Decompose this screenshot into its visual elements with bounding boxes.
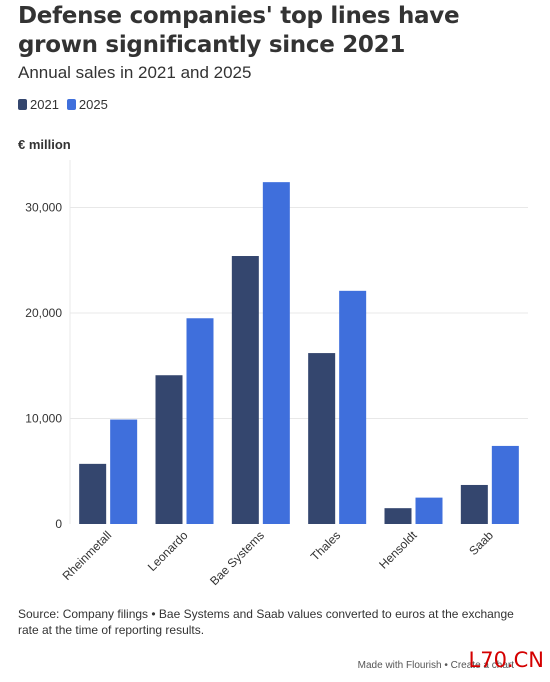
source-note: Source: Company filings • Bae Systems an… bbox=[18, 607, 514, 637]
x-tick-label: Rheinmetall bbox=[60, 528, 115, 583]
made-with-flourish-link[interactable]: Made with Flourish • Create a chart bbox=[357, 660, 514, 671]
unit-label: € million bbox=[18, 137, 71, 152]
x-tick-label: Thales bbox=[308, 528, 343, 563]
bar-leonardo-2025 bbox=[186, 318, 214, 524]
x-tick-label: Saab bbox=[466, 528, 496, 558]
y-tick-label: 10,000 bbox=[25, 411, 62, 425]
bar-bae-systems-2021 bbox=[231, 256, 259, 524]
y-tick-label: 20,000 bbox=[25, 306, 62, 320]
bar-leonardo-2021 bbox=[155, 375, 183, 524]
chart-subtitle: Annual sales in 2021 and 2025 bbox=[18, 63, 252, 82]
bar-hensoldt-2021 bbox=[384, 508, 412, 524]
legend: 2021 2025 bbox=[18, 97, 108, 112]
legend-swatch-2021 bbox=[18, 99, 27, 110]
bar-saab-2025 bbox=[491, 445, 519, 524]
legend-label-2021: 2021 bbox=[30, 97, 59, 112]
bar-saab-2021 bbox=[460, 484, 488, 524]
bar-thales-2025 bbox=[339, 290, 367, 524]
watermark: L70.CN bbox=[468, 648, 544, 672]
legend-label-2025: 2025 bbox=[78, 97, 108, 112]
bar-thales-2021 bbox=[308, 353, 336, 524]
legend-item-2025[interactable]: 2025 bbox=[66, 97, 108, 112]
bar-bae-systems-2025 bbox=[262, 182, 290, 524]
bar-rheinmetall-2025 bbox=[110, 419, 138, 524]
x-tick-label: Hensoldt bbox=[376, 528, 420, 572]
chart-title: Defense companies' top lines have grown … bbox=[18, 3, 460, 58]
x-tick-label: Bae Systems bbox=[207, 528, 267, 588]
y-tick-label: 0 bbox=[55, 517, 62, 531]
y-tick-label: 30,000 bbox=[25, 200, 62, 214]
bar-hensoldt-2025 bbox=[415, 497, 443, 524]
bar-rheinmetall-2021 bbox=[79, 463, 107, 524]
bar-chart: 0 10,000 20,000 30,000 Rheinmetall Leonardo Ba… bbox=[25, 160, 528, 588]
x-tick-label: Leonardo bbox=[145, 528, 191, 574]
legend-swatch-2025 bbox=[66, 99, 76, 110]
legend-item-2021[interactable]: 2021 bbox=[18, 97, 59, 112]
